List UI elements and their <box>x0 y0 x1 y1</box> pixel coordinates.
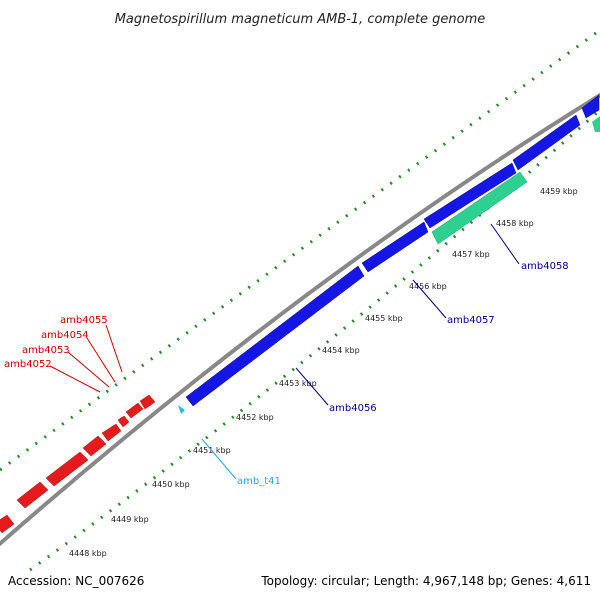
topology-text: Topology: circular; Length: 4,967,148 bp… <box>260 574 591 588</box>
cds-arrow <box>0 514 15 534</box>
cds-arrow <box>45 451 89 487</box>
leader-line <box>67 351 110 388</box>
outer-dot-track <box>0 28 600 472</box>
cds-arrow <box>117 415 130 428</box>
cds-arrow <box>82 435 107 457</box>
gene-label-amb4055[interactable]: amb4055 <box>60 315 108 326</box>
cds-arrow <box>16 481 49 509</box>
tick-label: 4449 kbp <box>111 515 149 524</box>
leader-line <box>201 438 237 480</box>
cds-arrow <box>423 162 517 229</box>
tick-label: 4455 kbp <box>365 314 403 323</box>
leader-line <box>105 324 123 373</box>
gene-label-amb4058[interactable]: amb4058 <box>521 261 569 272</box>
cds-arrow <box>125 402 144 419</box>
leader-lines <box>49 223 520 480</box>
gene-label-amb4052[interactable]: amb4052 <box>4 359 52 370</box>
tick-label: 4459 kbp <box>540 187 578 196</box>
gene-label-amb4053[interactable]: amb4053 <box>22 345 70 356</box>
scale-ticks: 4448 kbp 4449 kbp 4450 kbp 4451 kbp 4452… <box>69 187 578 558</box>
leader-line <box>86 337 116 383</box>
leader-line <box>295 367 329 406</box>
cds-arrow <box>512 114 581 171</box>
genome-backbone <box>0 92 600 547</box>
gene-label-amb-t41[interactable]: amb_t41 <box>237 476 281 487</box>
tick-label: 4457 kbp <box>452 250 490 259</box>
tick-label: 4456 kbp <box>409 282 447 291</box>
gene-label-amb4057[interactable]: amb4057 <box>447 315 495 326</box>
leader-line <box>490 223 520 265</box>
cds-arrow <box>361 221 429 273</box>
gene-labels: amb4052 amb4053 amb4054 amb4055 amb4056 … <box>4 261 569 487</box>
tick-label: 4458 kbp <box>496 219 534 228</box>
leader-line <box>412 279 447 319</box>
cds-arrow <box>581 94 600 119</box>
gene-label-amb4056[interactable]: amb4056 <box>329 403 377 414</box>
accession-text: Accession: NC_007626 <box>8 574 144 588</box>
tick-label: 4450 kbp <box>152 480 190 489</box>
rna-marker <box>178 405 185 414</box>
leader-line <box>49 365 101 393</box>
gene-label-amb4054[interactable]: amb4054 <box>41 330 89 341</box>
cds-arrow <box>101 423 122 442</box>
cds-arrow <box>185 265 365 407</box>
forward-cds-track <box>0 394 156 534</box>
green-feature-edge <box>592 116 600 132</box>
reverse-cds-track <box>185 94 600 407</box>
tick-label: 4448 kbp <box>69 549 107 558</box>
tick-label: 4453 kbp <box>279 379 317 388</box>
green-feature <box>431 171 528 245</box>
tick-label: 4452 kbp <box>236 413 274 422</box>
tick-label: 4454 kbp <box>322 346 360 355</box>
cds-arrow <box>139 394 156 410</box>
map-title: Magnetospirillum magneticum AMB-1, compl… <box>115 12 486 27</box>
